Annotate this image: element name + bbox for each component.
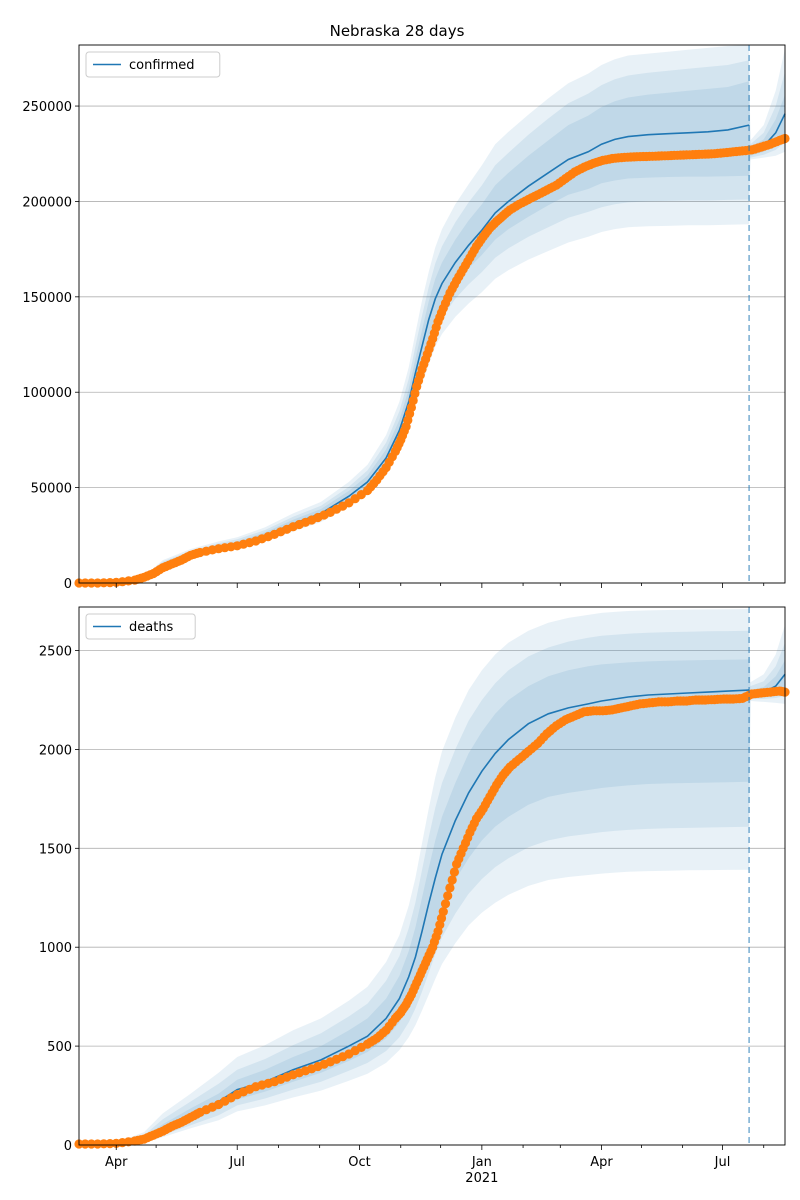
deaths-panel: 0 500 1000 1500 2000 2500 Apr Jul Oct Jan Apr Jul 20… (39, 606, 790, 1186)
y-tick-label: 2500 (39, 645, 72, 660)
y-tick-label: 500 (47, 1040, 72, 1055)
band-mid-area (79, 60, 785, 584)
band-inner-area (79, 659, 785, 1145)
legend: confirmed (85, 51, 221, 78)
y-tick-label: 0 (64, 577, 72, 592)
x-tick-label: Jan (471, 1155, 492, 1170)
x-year-label: 2021 (465, 1171, 498, 1186)
legend-label: confirmed (129, 58, 195, 73)
x-tick-label: Apr (105, 1155, 128, 1170)
x-tick-label: Oct (348, 1155, 370, 1170)
y-tick-label: 250000 (22, 100, 72, 115)
x-tick-label: Jul (714, 1155, 731, 1170)
confirmed-panel: 0 50000 100000 150000 200000 250000 confirmed (22, 44, 790, 592)
y-tick-label: 1500 (39, 842, 72, 857)
observed-point (443, 891, 453, 901)
legend-label: deaths (129, 620, 174, 635)
x-tick-label: Jul (228, 1155, 245, 1170)
band-outer-area (79, 609, 785, 1145)
legend-box (85, 613, 196, 640)
axes-frame (78, 44, 786, 584)
y-tick-label: 2000 (39, 743, 72, 758)
observed-point (438, 907, 448, 917)
observed-point (406, 402, 416, 413)
observed-point (447, 875, 457, 885)
observed-point (410, 388, 420, 399)
y-tick-label: 150000 (22, 291, 72, 306)
y-tick-label: 50000 (31, 482, 72, 497)
y-tick-label: 200000 (22, 195, 72, 210)
observed-point (440, 899, 451, 909)
axes-frame (78, 606, 786, 1146)
y-tick-label: 1000 (39, 941, 72, 956)
observed-point (449, 867, 459, 877)
observed-point (445, 883, 455, 893)
y-tick-label: 100000 (22, 386, 72, 401)
x-tick-label: Apr (590, 1155, 613, 1170)
observed-point (408, 395, 418, 406)
band-outer-area (79, 45, 785, 583)
legend: deaths (85, 613, 196, 640)
y-tick-label: 0 (64, 1139, 72, 1154)
legend-box (85, 51, 221, 78)
figure-title: Nebraska 28 days (330, 22, 465, 40)
